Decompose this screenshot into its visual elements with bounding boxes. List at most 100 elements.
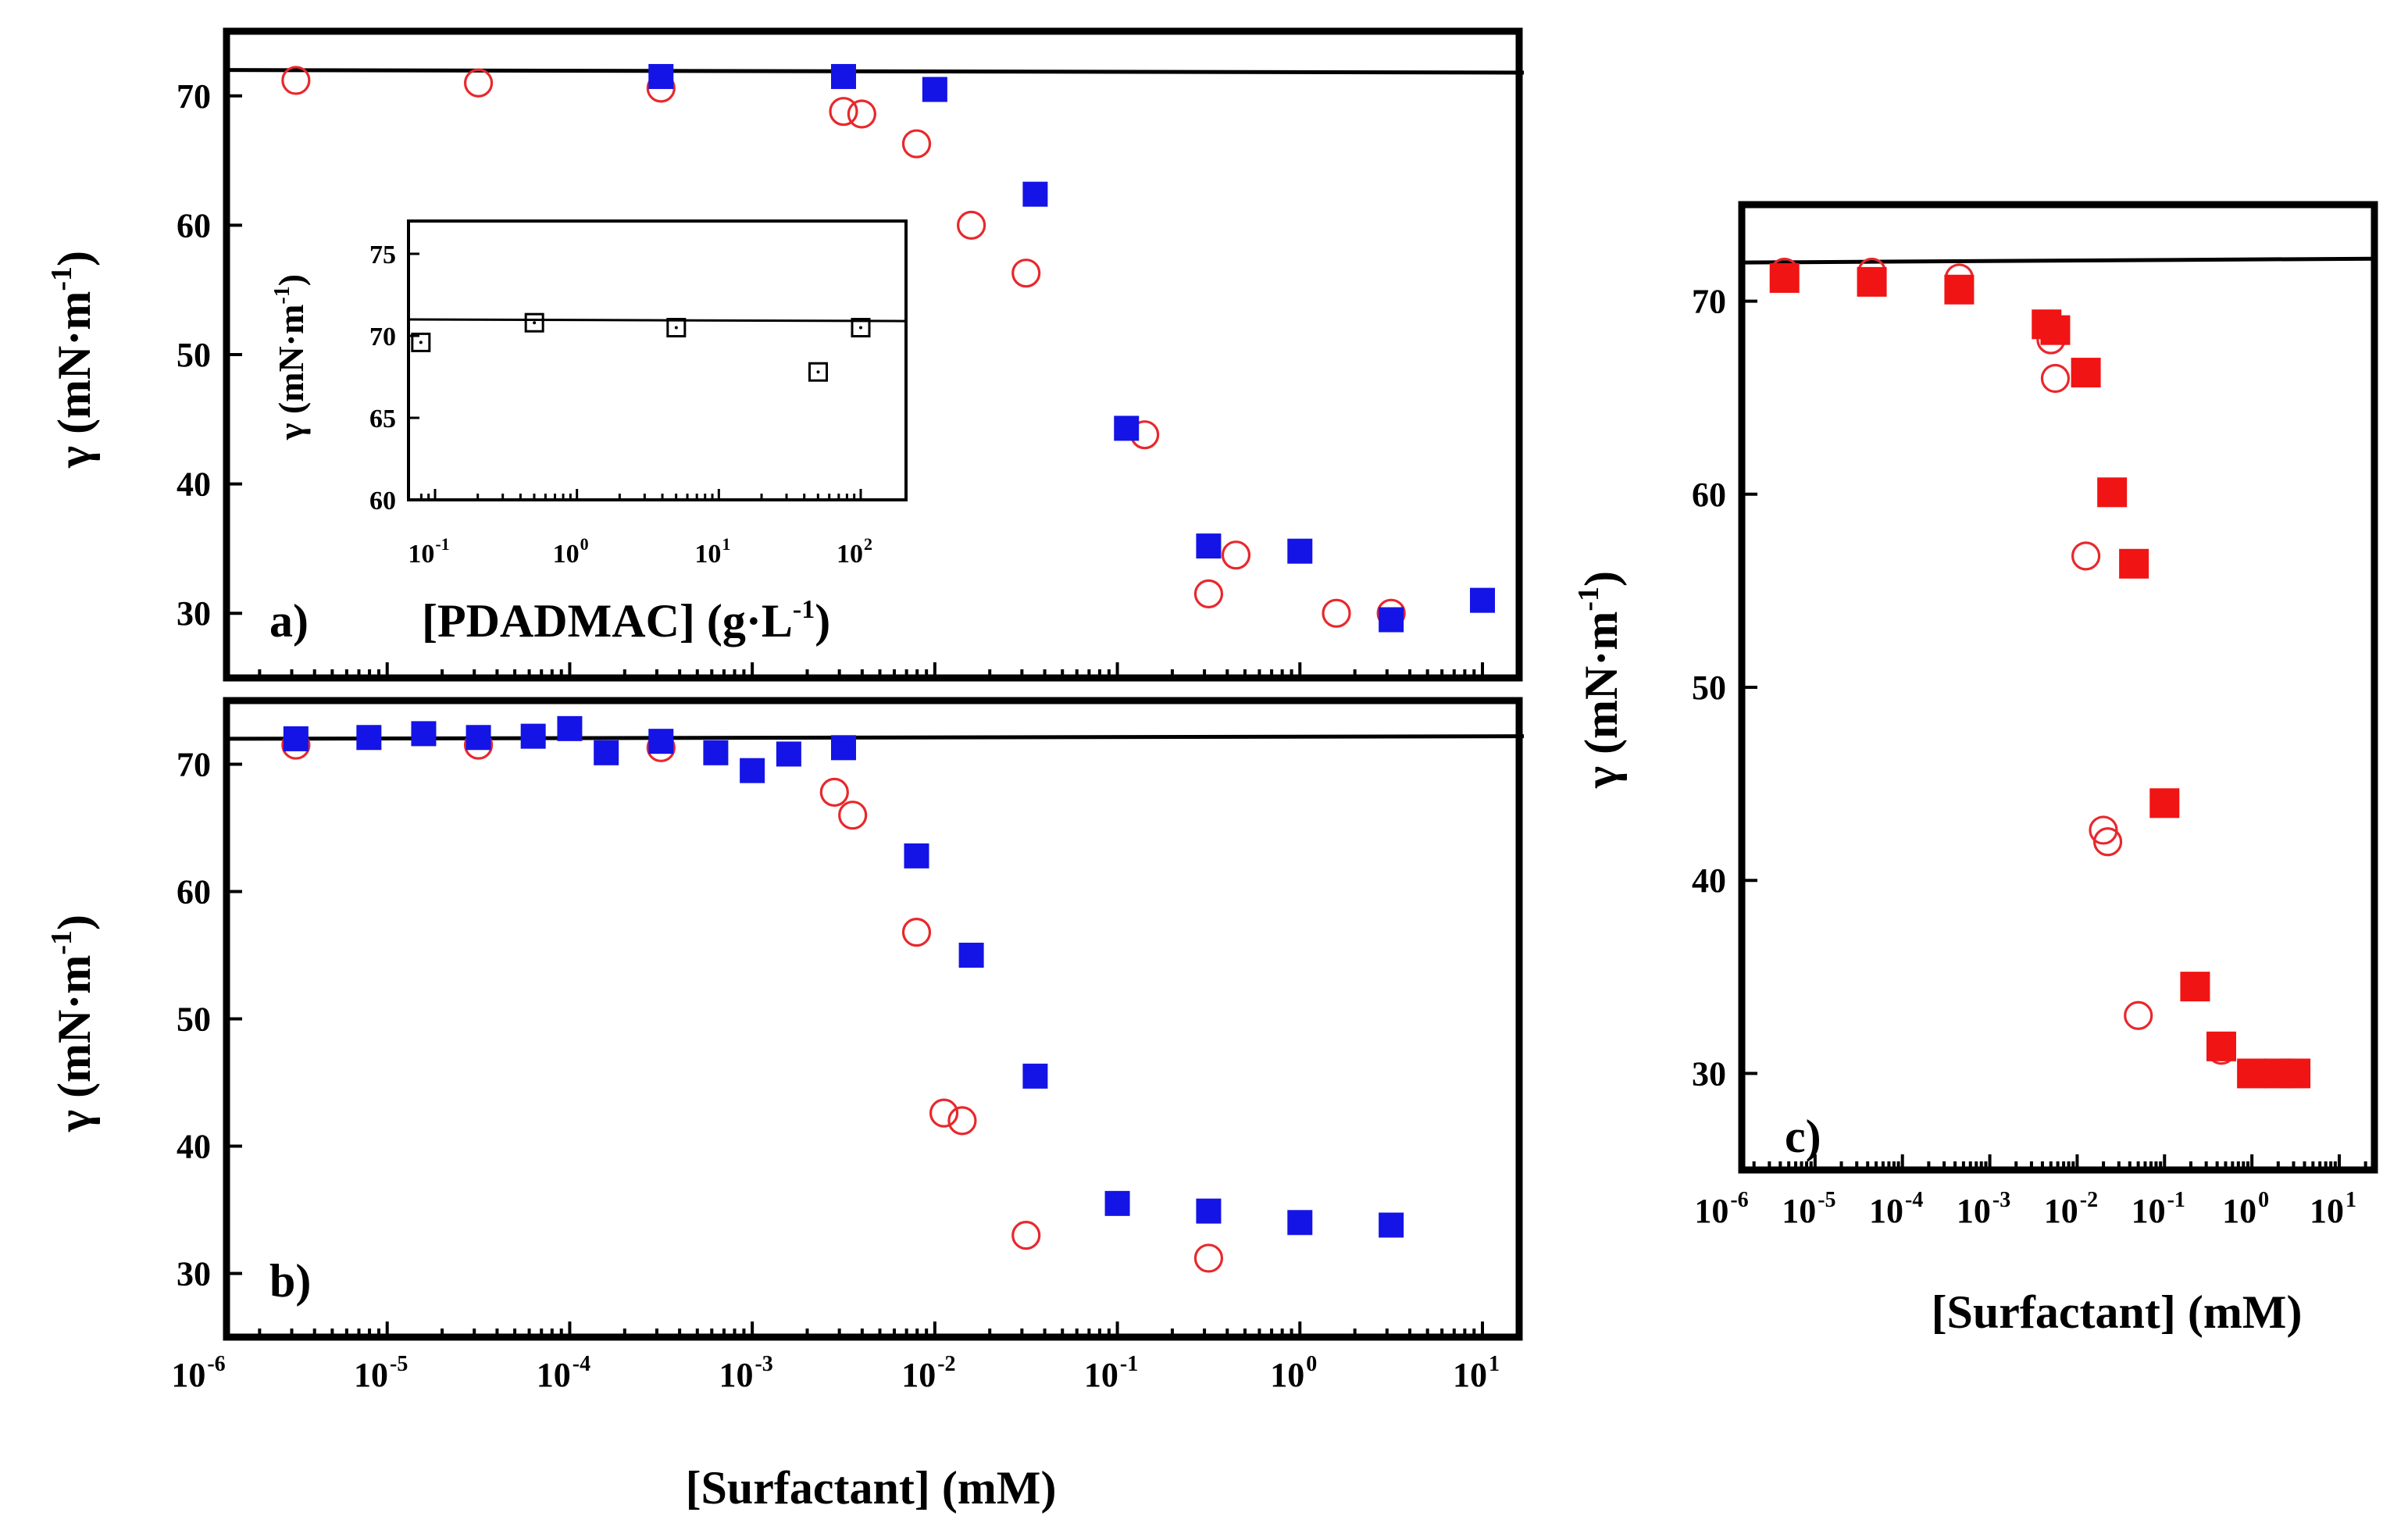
y-tick-label: 50 — [1692, 669, 1726, 707]
data-point-square — [2119, 548, 2149, 579]
data-point-center-dot — [674, 326, 678, 330]
data-point-square — [648, 63, 674, 89]
data-point-circle — [1322, 598, 1351, 628]
y-tick-label: 40 — [1692, 861, 1726, 900]
data-point-circle — [1011, 259, 1041, 288]
data-point-square — [703, 740, 729, 765]
panel-c-label: c) — [1785, 1111, 1821, 1162]
data-point-circle — [847, 99, 876, 129]
data-point-circle — [819, 777, 849, 807]
x-tick-label: 100 — [1270, 1352, 1317, 1394]
data-point-square — [1287, 1210, 1313, 1236]
data-point-square — [1944, 274, 1975, 305]
panel-c-chart: 30 40 50 60 70 10-6 10-5 10-4 10-3 10-2 10-1 100 101 — [1692, 201, 2378, 1230]
data-point-circle — [901, 129, 932, 159]
y-tick-label: 40 — [177, 465, 211, 504]
data-point-square — [1196, 533, 1222, 559]
x-tick-label: 10-1 — [1084, 1352, 1138, 1394]
data-point-square — [411, 721, 437, 747]
data-point-square — [2071, 358, 2101, 388]
data-point-square — [2149, 788, 2180, 819]
y-tick-label: 70 — [369, 323, 396, 351]
data-point-square — [466, 725, 491, 751]
data-point-square — [2097, 477, 2128, 508]
data-point-square — [1022, 1063, 1048, 1089]
y-tick-label: 70 — [177, 746, 211, 784]
data-point-circle — [1193, 1243, 1224, 1273]
panel-b-label: b) — [269, 1255, 311, 1307]
y-tick-label: 70 — [1692, 283, 1726, 321]
data-point-square — [557, 715, 583, 741]
data-point-open-square — [851, 318, 871, 337]
data-point-circle — [2089, 815, 2118, 845]
y-tick-label: 30 — [1692, 1054, 1726, 1093]
plot-frame — [223, 697, 1523, 1341]
data-point-square — [1196, 1198, 1222, 1224]
data-point-square — [740, 758, 765, 783]
data-point-square — [520, 723, 546, 749]
data-point-circle — [281, 66, 311, 95]
x-tick-label: 10-6 — [1694, 1188, 1748, 1230]
data-point-center-dot — [419, 341, 423, 344]
x-tick-label: 10-6 — [171, 1352, 225, 1394]
reference-line — [1741, 256, 2375, 265]
data-point-circle — [829, 97, 858, 127]
reference-line — [408, 318, 907, 323]
data-point-square — [648, 729, 674, 754]
data-point-square — [831, 735, 856, 761]
data-point-square — [2206, 1031, 2236, 1061]
data-point-square — [1769, 262, 1800, 293]
panel-a-y-axis-title: γ (mN·m-1) — [45, 251, 100, 469]
y-tick-label: 65 — [369, 405, 396, 433]
data-point-square — [2237, 1058, 2267, 1089]
x-tick-label: 10-3 — [1957, 1188, 2010, 1230]
data-point-open-square — [666, 318, 687, 337]
x-tick-label: 10-1 — [408, 534, 449, 569]
x-tick-label: 10-1 — [2132, 1188, 2185, 1230]
data-point-square — [922, 77, 947, 102]
data-point-square — [2180, 972, 2210, 1002]
data-point-square — [594, 740, 619, 765]
panel-b-x-axis-title: [Surfactant] (mM) — [686, 1462, 1057, 1514]
x-tick-label: 10-2 — [2044, 1188, 2098, 1230]
inset-chart: 60 65 70 75 10-1 100 101 102 — [369, 219, 908, 569]
y-tick-label: 60 — [177, 206, 211, 244]
x-tick-label: 100 — [2222, 1188, 2269, 1230]
plot-frame — [407, 219, 908, 501]
data-point-square — [1470, 587, 1495, 613]
x-tick-label: 101 — [2310, 1188, 2356, 1230]
plot-frame — [1738, 201, 2378, 1174]
data-point-square — [2281, 1058, 2311, 1089]
y-tick-label: 70 — [177, 77, 211, 116]
data-point-circle — [1011, 1220, 1041, 1250]
y-tick-label: 60 — [369, 487, 396, 515]
data-point-circle — [2124, 1000, 2153, 1030]
data-point-center-dot — [859, 326, 862, 330]
x-tick-label: 10-2 — [901, 1352, 955, 1394]
data-point-circle — [2071, 541, 2101, 571]
panel-c-y-axis-title: γ (mN·m-1) — [1572, 571, 1627, 789]
data-point-square — [1287, 538, 1313, 564]
data-point-square — [1379, 1212, 1404, 1238]
data-point-circle — [901, 918, 932, 947]
data-point-open-square — [411, 332, 431, 352]
data-point-circle — [947, 1106, 977, 1136]
y-tick-label: 40 — [177, 1128, 211, 1166]
data-point-open-square — [524, 312, 544, 333]
data-point-circle — [838, 801, 868, 830]
data-point-circle — [1221, 540, 1251, 570]
panel-a-label: a) — [269, 595, 309, 647]
data-point-square — [2040, 315, 2071, 345]
data-point-square — [356, 725, 382, 751]
data-point-circle — [929, 1098, 959, 1128]
inset-y-axis-title: γ (mN·m-1) — [270, 274, 311, 440]
panel-c-x-axis-title: [Surfactant] (mM) — [1932, 1286, 2303, 1338]
inset-x-axis-title: [PDADMAC] (g·L-1) — [422, 595, 830, 647]
data-point-circle — [2092, 827, 2123, 857]
y-tick-label: 60 — [177, 873, 211, 911]
x-tick-label: 10-5 — [354, 1352, 408, 1394]
x-tick-label: 10-5 — [1782, 1188, 1835, 1230]
data-point-square — [776, 741, 801, 767]
data-point-square — [1104, 1190, 1130, 1216]
